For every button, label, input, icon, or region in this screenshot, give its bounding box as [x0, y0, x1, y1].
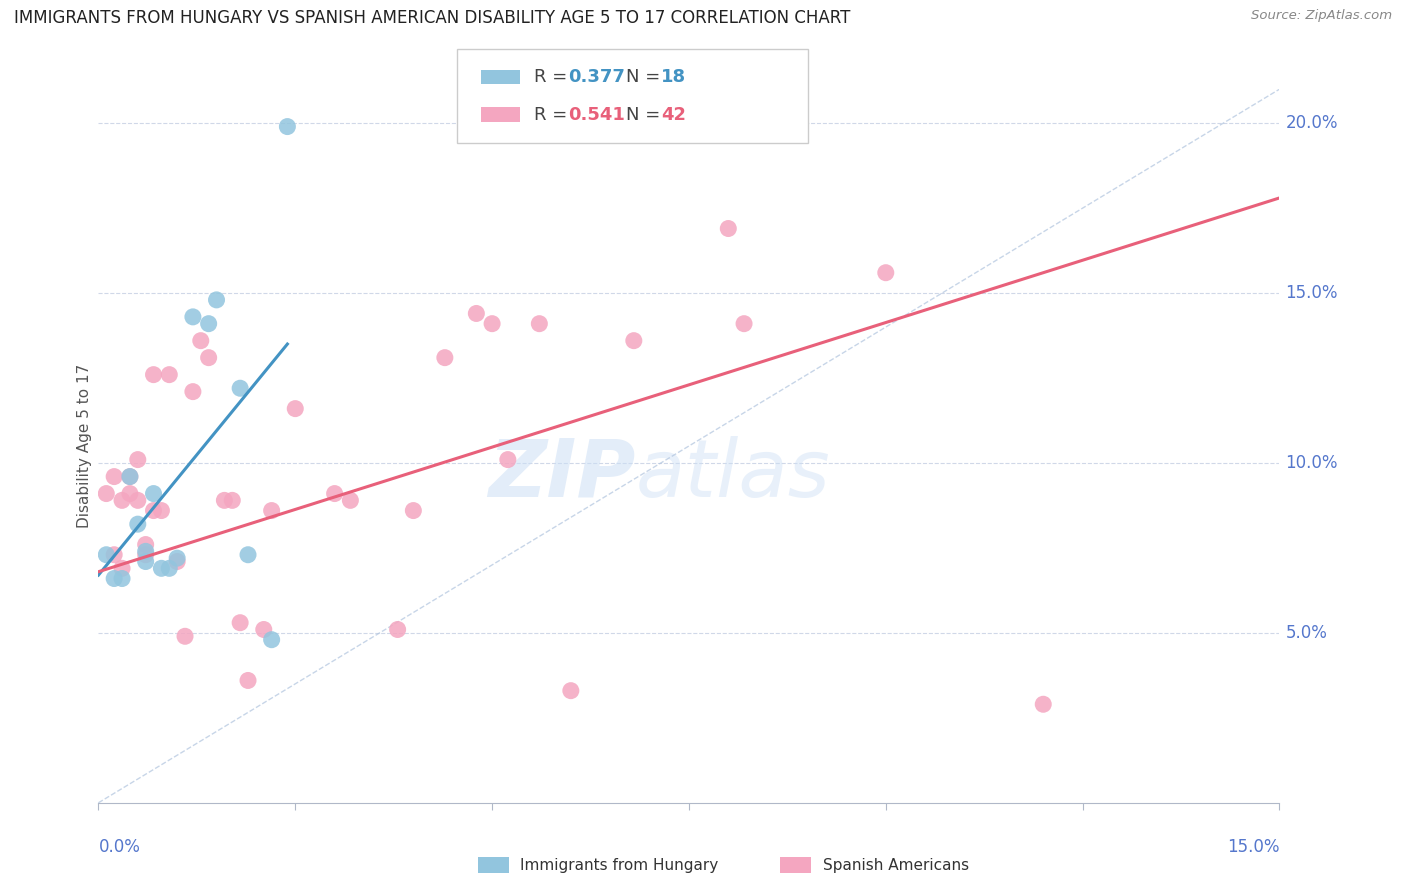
Point [118, 469, 141, 483]
Point [96, 548, 118, 562]
Point [197, 317, 219, 331]
Point [339, 493, 361, 508]
Point [166, 555, 188, 569]
Point [433, 351, 456, 365]
Point [190, 334, 212, 348]
Point [157, 368, 180, 382]
Point [284, 401, 307, 416]
Point [229, 381, 252, 395]
Text: atlas: atlas [636, 435, 831, 514]
Text: Source: ZipAtlas.com: Source: ZipAtlas.com [1251, 9, 1392, 22]
Text: 10.0%: 10.0% [1285, 454, 1339, 472]
Text: R =: R = [534, 69, 574, 87]
Point [253, 623, 276, 637]
Point [166, 551, 188, 566]
Point [236, 673, 259, 688]
Point [103, 548, 125, 562]
Text: 15.0%: 15.0% [1285, 284, 1339, 302]
Point [481, 317, 503, 331]
Point [135, 544, 157, 558]
Point [103, 469, 125, 483]
Point [402, 503, 425, 517]
Point [142, 368, 165, 382]
Point [118, 486, 141, 500]
Point [111, 572, 134, 586]
Text: 0.377: 0.377 [568, 69, 624, 87]
Text: 18: 18 [661, 69, 686, 87]
Text: N =: N = [626, 69, 665, 87]
Text: 20.0%: 20.0% [1285, 114, 1339, 132]
Point [111, 493, 134, 508]
Point [150, 561, 173, 575]
Text: 42: 42 [661, 105, 686, 123]
Point [260, 503, 283, 517]
Text: 5.0%: 5.0% [1285, 624, 1327, 642]
Point [118, 469, 141, 483]
Point [111, 561, 134, 575]
Point [733, 317, 755, 331]
Point [103, 572, 125, 586]
Point [214, 493, 236, 508]
Point [387, 623, 409, 637]
Point [142, 503, 165, 517]
Point [157, 561, 180, 575]
Point [150, 503, 173, 517]
Point [221, 493, 243, 508]
Text: IMMIGRANTS FROM HUNGARY VS SPANISH AMERICAN DISABILITY AGE 5 TO 17 CORRELATION C: IMMIGRANTS FROM HUNGARY VS SPANISH AMERI… [14, 9, 851, 27]
Point [875, 266, 897, 280]
Point [181, 384, 204, 399]
Point [260, 632, 283, 647]
Point [276, 120, 298, 134]
Point [181, 310, 204, 324]
Point [205, 293, 228, 307]
Point [135, 537, 157, 551]
Point [174, 629, 197, 643]
Point [529, 317, 551, 331]
Point [127, 452, 149, 467]
Point [236, 548, 259, 562]
Point [135, 548, 157, 562]
Point [135, 555, 157, 569]
Y-axis label: Disability Age 5 to 17: Disability Age 5 to 17 [77, 364, 91, 528]
Point [496, 452, 519, 467]
Point [127, 517, 149, 532]
Text: R =: R = [534, 105, 574, 123]
Point [465, 306, 488, 320]
Point [229, 615, 252, 630]
Point [623, 334, 645, 348]
Point [127, 493, 149, 508]
Text: N =: N = [626, 105, 665, 123]
Point [96, 486, 118, 500]
Point [717, 221, 740, 235]
Text: ZIP: ZIP [488, 435, 636, 514]
Point [197, 351, 219, 365]
Point [323, 486, 346, 500]
Text: Immigrants from Hungary: Immigrants from Hungary [520, 858, 718, 872]
Point [142, 486, 165, 500]
Text: 15.0%: 15.0% [1227, 838, 1279, 856]
Point [1032, 698, 1054, 712]
Text: 0.0%: 0.0% [98, 838, 141, 856]
Point [560, 683, 582, 698]
Text: Spanish Americans: Spanish Americans [823, 858, 969, 872]
Text: 0.541: 0.541 [568, 105, 624, 123]
